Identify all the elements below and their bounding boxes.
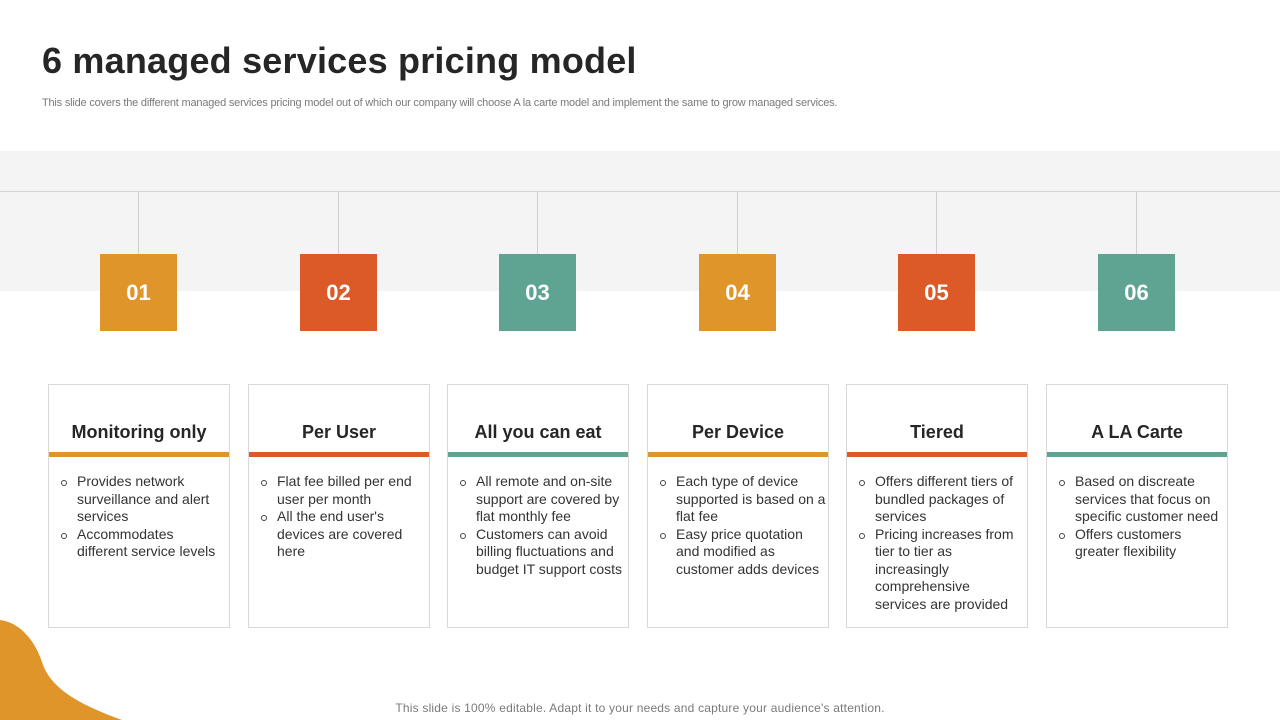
bullet-item: All remote and on-site support are cover… (458, 473, 626, 526)
connector-line (737, 192, 738, 254)
slide-subtitle: This slide covers the different managed … (42, 97, 838, 109)
model-number-badge: 03 (499, 254, 576, 331)
bullet-item: Pricing increases from tier to tier as i… (857, 526, 1025, 614)
bullet-item: Provides network surveillance and alert … (59, 473, 227, 526)
connector-line (1136, 192, 1137, 254)
model-number-badge: 06 (1098, 254, 1175, 331)
model-column: 04 Per Device Each type of device suppor… (647, 0, 829, 720)
model-title: A LA Carte (1091, 422, 1183, 442)
model-accent-bar (847, 452, 1027, 457)
model-column: 05 Tiered Offers different tiers of bund… (846, 0, 1028, 720)
bullet-item: Flat fee billed per end user per month (259, 473, 427, 508)
model-accent-bar (648, 452, 828, 457)
model-accent-bar (249, 452, 429, 457)
slide-title: 6 managed services pricing model (42, 40, 637, 81)
model-title: Per User (301, 422, 377, 442)
model-column: 02 Per User Flat fee billed per end user… (248, 0, 430, 720)
bullet-item: Easy price quotation and modified as cus… (658, 526, 826, 579)
bullet-item: Customers can avoid billing fluctuations… (458, 526, 626, 579)
connector-line (537, 192, 538, 254)
model-bullets: Flat fee billed per end user per month A… (259, 473, 427, 561)
bullet-item: Offers customers greater flexibility (1057, 526, 1225, 561)
connector-line (338, 192, 339, 254)
model-bullets: Provides network surveillance and alert … (59, 473, 227, 561)
model-column: 01 Monitoring only Provides network surv… (48, 0, 230, 720)
decorative-blob (0, 620, 122, 720)
model-bullets: All remote and on-site support are cover… (458, 473, 626, 578)
model-card: Per User Flat fee billed per end user pe… (248, 384, 430, 628)
bullet-item: Each type of device supported is based o… (658, 473, 826, 526)
bullet-item: Accommodates different service levels (59, 526, 227, 561)
model-card: Tiered Offers different tiers of bundled… (846, 384, 1028, 628)
model-accent-bar (49, 452, 229, 457)
model-card: Per Device Each type of device supported… (647, 384, 829, 628)
model-card: All you can eat All remote and on-site s… (447, 384, 629, 628)
bullet-item: All the end user's devices are covered h… (259, 508, 427, 561)
model-title: Tiered (910, 422, 964, 442)
model-column: 03 All you can eat All remote and on-sit… (447, 0, 629, 720)
model-column: 06 A LA Carte Based on discreate service… (1046, 0, 1228, 720)
model-bullets: Each type of device supported is based o… (658, 473, 826, 578)
model-number-badge: 04 (699, 254, 776, 331)
blob-shape (0, 620, 122, 720)
model-title: Per Device (691, 422, 785, 442)
model-bullets: Based on discreate services that focus o… (1057, 473, 1225, 561)
slide-footer: This slide is 100% editable. Adapt it to… (395, 701, 885, 715)
model-accent-bar (1047, 452, 1227, 457)
bullet-item: Offers different tiers of bundled packag… (857, 473, 1025, 526)
model-number-badge: 01 (100, 254, 177, 331)
model-accent-bar (448, 452, 628, 457)
model-card: A LA Carte Based on discreate services t… (1046, 384, 1228, 628)
model-number-badge: 05 (898, 254, 975, 331)
timeline-line (0, 191, 1280, 192)
connector-line (936, 192, 937, 254)
model-title: All you can eat (474, 422, 602, 442)
model-title: Monitoring only (71, 422, 207, 442)
model-number-badge: 02 (300, 254, 377, 331)
connector-line (138, 192, 139, 254)
model-bullets: Offers different tiers of bundled packag… (857, 473, 1025, 613)
model-card: Monitoring only Provides network surveil… (48, 384, 230, 628)
timeline-band (0, 151, 1280, 291)
bullet-item: Based on discreate services that focus o… (1057, 473, 1225, 526)
